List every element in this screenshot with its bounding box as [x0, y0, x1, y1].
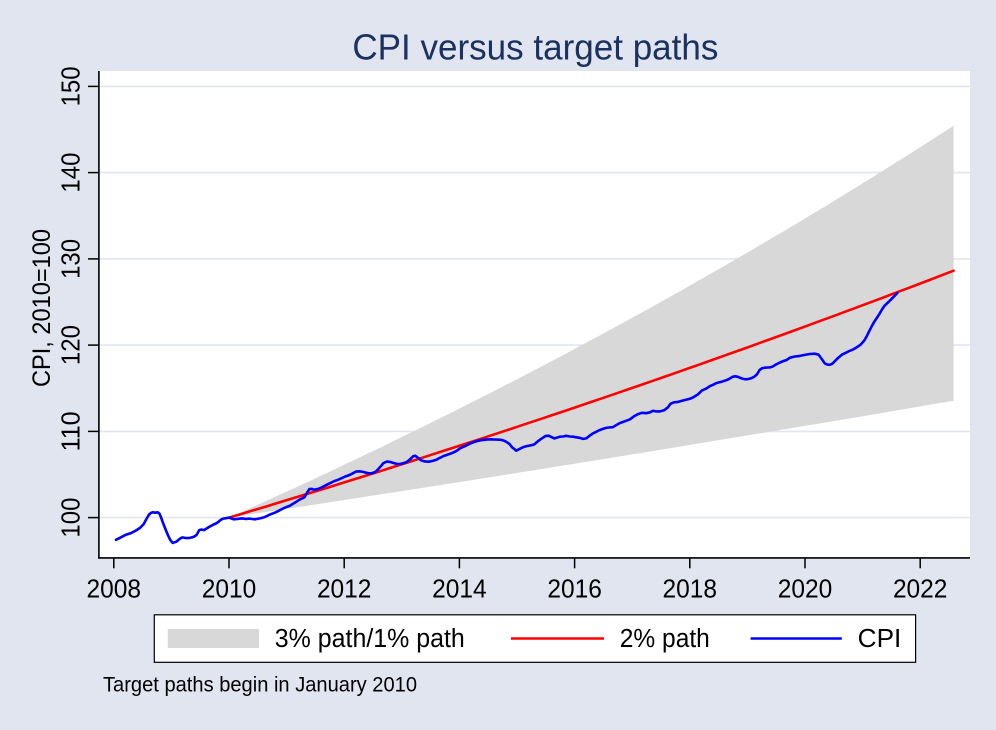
svg-text:2016: 2016 [547, 576, 602, 604]
svg-text:Target paths begin in January: Target paths begin in January 2010 [103, 674, 417, 697]
svg-text:2022: 2022 [893, 576, 948, 604]
svg-text:2012: 2012 [317, 576, 372, 604]
svg-text:2018: 2018 [663, 576, 718, 604]
svg-text:CPI versus target paths: CPI versus target paths [352, 27, 718, 68]
svg-text:110: 110 [57, 411, 85, 451]
svg-text:2014: 2014 [432, 576, 487, 604]
svg-text:100: 100 [57, 498, 85, 538]
svg-text:140: 140 [57, 153, 85, 193]
svg-text:3% path/1% path: 3% path/1% path [275, 625, 465, 653]
svg-text:120: 120 [57, 325, 85, 365]
svg-text:CPI: CPI [858, 625, 902, 653]
svg-text:2020: 2020 [778, 576, 833, 604]
svg-text:2010: 2010 [202, 576, 257, 604]
svg-text:150: 150 [57, 66, 85, 106]
svg-text:130: 130 [57, 239, 85, 279]
svg-text:2% path: 2% path [620, 625, 710, 653]
svg-text:2008: 2008 [87, 576, 142, 604]
svg-text:CPI, 2010=100: CPI, 2010=100 [29, 229, 56, 387]
